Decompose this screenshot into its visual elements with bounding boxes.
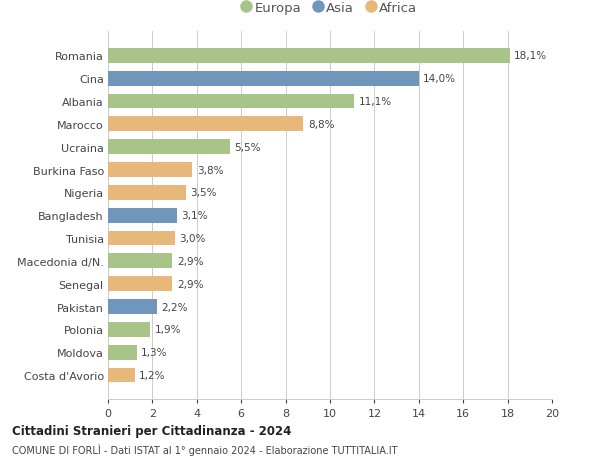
Text: 11,1%: 11,1% bbox=[359, 97, 392, 107]
Text: 1,3%: 1,3% bbox=[142, 347, 168, 358]
Legend: Europa, Asia, Africa: Europa, Asia, Africa bbox=[242, 2, 418, 16]
Text: 1,9%: 1,9% bbox=[155, 325, 181, 335]
Text: 5,5%: 5,5% bbox=[235, 142, 261, 152]
Text: COMUNE DI FORLÌ - Dati ISTAT al 1° gennaio 2024 - Elaborazione TUTTITALIA.IT: COMUNE DI FORLÌ - Dati ISTAT al 1° genna… bbox=[12, 443, 398, 455]
Text: 2,9%: 2,9% bbox=[177, 279, 203, 289]
Bar bbox=[108, 185, 186, 200]
Bar bbox=[108, 117, 304, 132]
Text: 2,9%: 2,9% bbox=[177, 256, 203, 266]
Bar bbox=[108, 49, 510, 64]
Text: 18,1%: 18,1% bbox=[514, 51, 547, 61]
Bar bbox=[108, 254, 172, 269]
Bar bbox=[108, 368, 134, 383]
Text: 14,0%: 14,0% bbox=[423, 74, 456, 84]
Bar bbox=[108, 208, 177, 223]
Text: 1,2%: 1,2% bbox=[139, 370, 166, 380]
Bar bbox=[108, 277, 172, 291]
Text: 3,0%: 3,0% bbox=[179, 234, 205, 244]
Text: 3,8%: 3,8% bbox=[197, 165, 223, 175]
Bar bbox=[108, 231, 175, 246]
Text: Cittadini Stranieri per Cittadinanza - 2024: Cittadini Stranieri per Cittadinanza - 2… bbox=[12, 425, 292, 437]
Bar bbox=[108, 163, 193, 178]
Bar bbox=[108, 345, 137, 360]
Bar bbox=[108, 322, 150, 337]
Text: 3,1%: 3,1% bbox=[181, 211, 208, 221]
Text: 8,8%: 8,8% bbox=[308, 120, 334, 129]
Text: 3,5%: 3,5% bbox=[190, 188, 217, 198]
Bar bbox=[108, 140, 230, 155]
Bar bbox=[108, 299, 157, 314]
Bar bbox=[108, 72, 419, 86]
Text: 2,2%: 2,2% bbox=[161, 302, 188, 312]
Bar bbox=[108, 95, 355, 109]
